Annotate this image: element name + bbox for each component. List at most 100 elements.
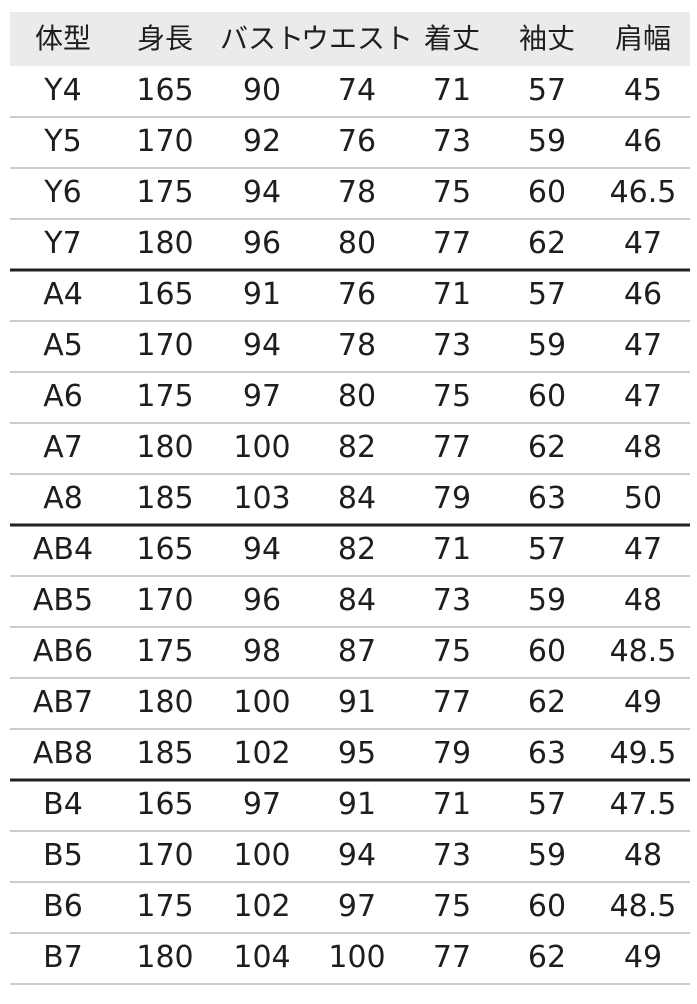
cell: 100 (328, 940, 385, 975)
cell: 84 (338, 481, 376, 516)
cell: 80 (338, 226, 376, 261)
cell: 60 (528, 175, 566, 210)
cell: 78 (338, 328, 376, 363)
cell: 78 (338, 175, 376, 210)
cell: 74 (338, 73, 376, 108)
header-cell: 体型 (35, 22, 91, 55)
cell: 175 (136, 175, 193, 210)
cell: 102 (233, 889, 290, 924)
cell: 165 (136, 73, 193, 108)
cell: 94 (243, 175, 281, 210)
cell: 50 (624, 481, 662, 516)
cell: 96 (243, 583, 281, 618)
cell: 57 (528, 532, 566, 567)
cell: A5 (43, 328, 83, 363)
cell: 165 (136, 277, 193, 312)
cell: 180 (136, 940, 193, 975)
cell: 76 (338, 124, 376, 159)
header-cell: ウエスト (301, 22, 413, 55)
cell: 73 (433, 328, 471, 363)
cell: 79 (433, 736, 471, 771)
cell: 60 (528, 379, 566, 414)
cell: 47 (624, 328, 662, 363)
cell: 49.5 (610, 736, 677, 771)
cell: 62 (528, 226, 566, 261)
cell: 98 (243, 634, 281, 669)
header-cell: 着丈 (424, 22, 480, 55)
cell: 90 (243, 73, 281, 108)
cell: 48 (624, 583, 662, 618)
cell: B7 (43, 940, 83, 975)
cell: 102 (233, 736, 290, 771)
cell: AB8 (33, 736, 93, 771)
cell: 97 (243, 379, 281, 414)
cell: 170 (136, 124, 193, 159)
cell: 48.5 (610, 889, 677, 924)
cell: 48.5 (610, 634, 677, 669)
cell: 97 (338, 889, 376, 924)
cell: 180 (136, 226, 193, 261)
cell: A7 (43, 430, 83, 465)
cell: 57 (528, 277, 566, 312)
cell: 91 (338, 685, 376, 720)
cell: 92 (243, 124, 281, 159)
cell: 59 (528, 124, 566, 159)
cell: 104 (233, 940, 290, 975)
cell: 71 (433, 787, 471, 822)
cell: 57 (528, 787, 566, 822)
cell: 100 (233, 430, 290, 465)
cell: Y6 (43, 175, 81, 210)
cell: 62 (528, 940, 566, 975)
cell: Y4 (43, 73, 81, 108)
cell: 175 (136, 379, 193, 414)
cell: 165 (136, 532, 193, 567)
cell: B5 (43, 838, 83, 873)
cell: AB7 (33, 685, 93, 720)
cell: 75 (433, 379, 471, 414)
header-cell: 袖丈 (519, 22, 575, 55)
cell: B6 (43, 889, 83, 924)
cell: A4 (43, 277, 83, 312)
header-cell: 肩幅 (615, 22, 671, 55)
cell: 62 (528, 430, 566, 465)
cell: 49 (624, 940, 662, 975)
cell: AB6 (33, 634, 93, 669)
cell: 80 (338, 379, 376, 414)
cell: 73 (433, 583, 471, 618)
cell: 95 (338, 736, 376, 771)
cell: 94 (338, 838, 376, 873)
cell: 91 (338, 787, 376, 822)
cell: AB5 (33, 583, 93, 618)
cell: 100 (233, 685, 290, 720)
cell: 180 (136, 430, 193, 465)
cell: 75 (433, 889, 471, 924)
cell: A6 (43, 379, 83, 414)
cell: 47 (624, 379, 662, 414)
cell: 59 (528, 328, 566, 363)
cell: 59 (528, 838, 566, 873)
cell: 82 (338, 430, 376, 465)
cell: 96 (243, 226, 281, 261)
cell: 60 (528, 634, 566, 669)
cell: 46 (624, 277, 662, 312)
cell: 63 (528, 481, 566, 516)
cell: 77 (433, 685, 471, 720)
cell: 47 (624, 532, 662, 567)
cell: 47 (624, 226, 662, 261)
cell: 71 (433, 532, 471, 567)
cell: 47.5 (610, 787, 677, 822)
cell: 59 (528, 583, 566, 618)
cell: 76 (338, 277, 376, 312)
cell: 73 (433, 838, 471, 873)
cell: 46.5 (610, 175, 677, 210)
cell: 170 (136, 583, 193, 618)
cell: 48 (624, 430, 662, 465)
cell: B4 (43, 787, 83, 822)
cell: 175 (136, 634, 193, 669)
header-cell: バスト (220, 22, 304, 55)
cell: 84 (338, 583, 376, 618)
header-background (10, 12, 690, 66)
cell: A8 (43, 481, 83, 516)
cell: 100 (233, 838, 290, 873)
